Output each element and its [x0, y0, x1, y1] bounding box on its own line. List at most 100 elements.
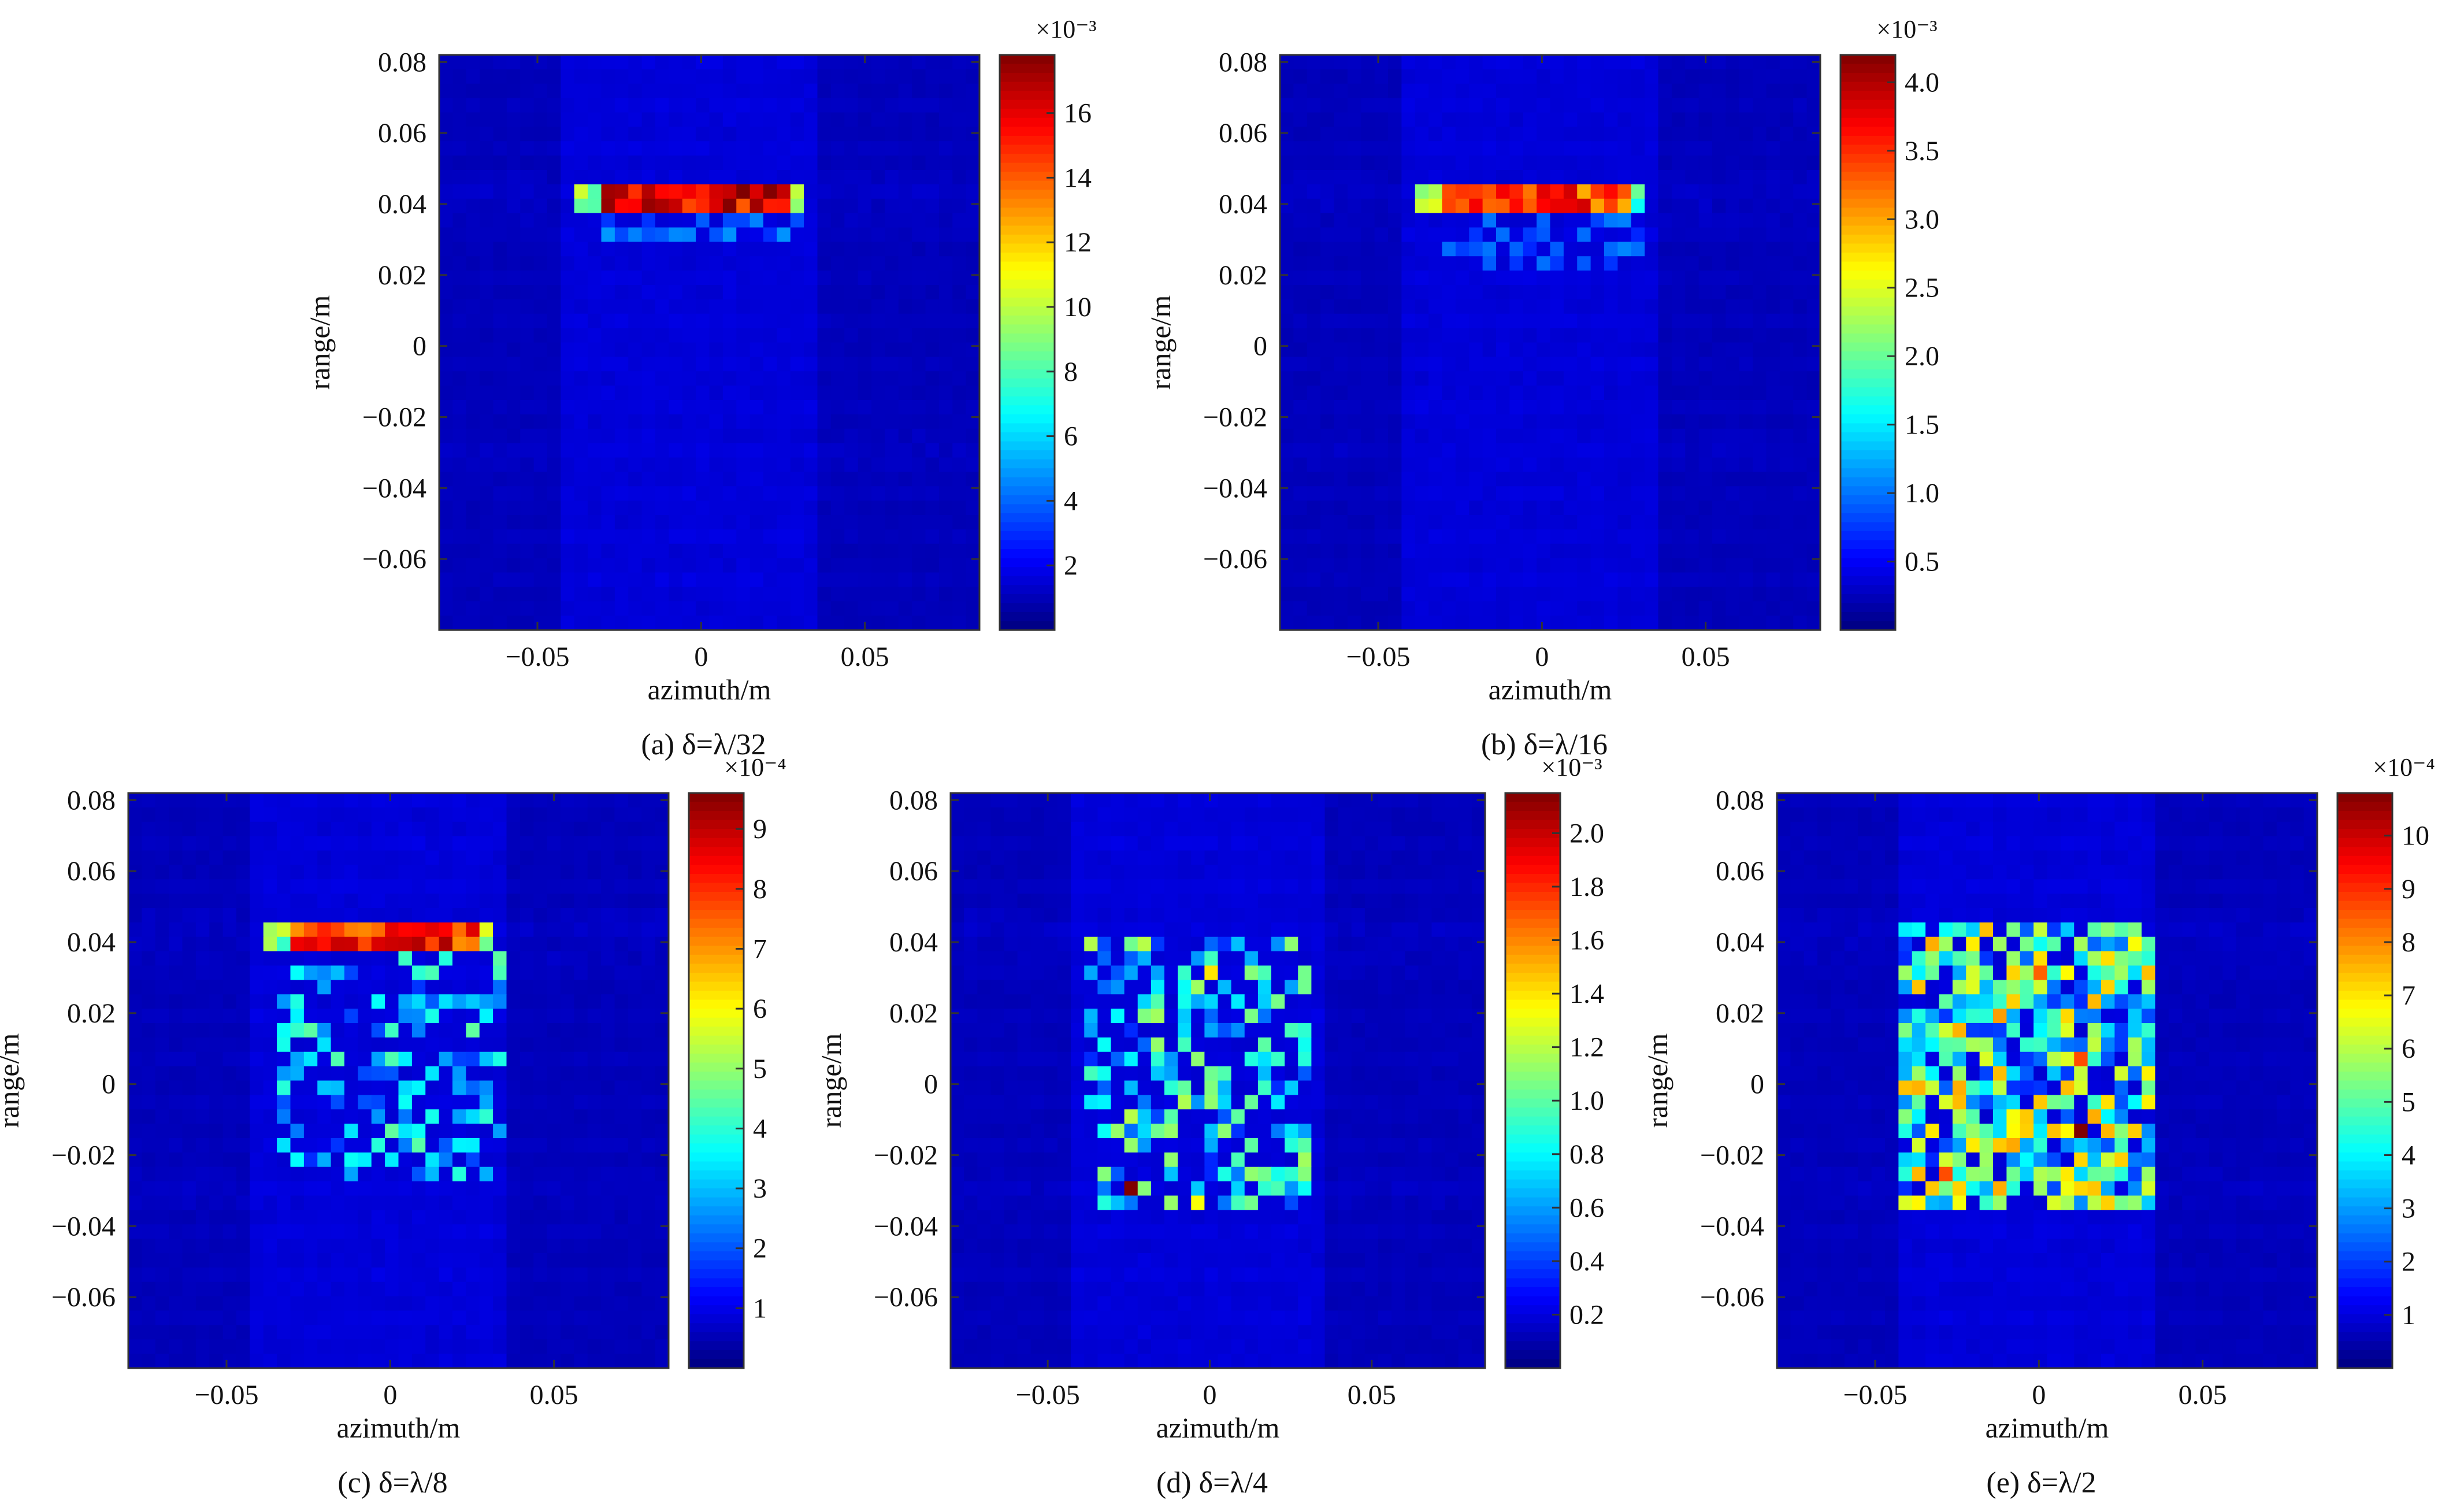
heatmap-cell [1280, 386, 1294, 401]
heatmap-cell [641, 428, 656, 444]
heatmap-cell [1604, 299, 1618, 314]
heatmap-cell [1590, 428, 1605, 444]
heatmap-cell [885, 428, 899, 444]
heatmap-cell [533, 127, 548, 142]
heatmap-cell [1320, 472, 1335, 487]
heatmap-cell [790, 198, 804, 214]
heatmap-cell [1293, 155, 1308, 171]
heatmap-cell [1685, 443, 1699, 458]
heatmap-cell [885, 472, 899, 487]
heatmap-cell [1698, 112, 1713, 127]
heatmap-cell [533, 807, 548, 822]
heatmap-cell [655, 980, 669, 995]
heatmap-cell [1563, 457, 1578, 472]
heatmap-cell [912, 428, 926, 444]
heatmap-cell [1428, 558, 1443, 573]
heatmap-cell [547, 543, 561, 559]
heatmap-cell [493, 1051, 507, 1067]
heatmap-cell [858, 558, 872, 573]
heatmap-cell [547, 807, 561, 822]
heatmap-cell [1563, 170, 1578, 185]
heatmap-cell [1725, 342, 1740, 357]
heatmap-cell [533, 1181, 548, 1196]
heatmap-cell [777, 443, 791, 458]
colorbar-segment [1840, 279, 1895, 290]
heatmap-cell [1577, 342, 1591, 357]
heatmap-cell [669, 127, 683, 142]
heatmap-cell [533, 1339, 548, 1354]
heatmap-cell [655, 821, 669, 837]
heatmap-cell [1347, 55, 1361, 70]
heatmap-cell [574, 342, 588, 357]
heatmap-cell [385, 836, 399, 851]
heatmap-cell [398, 1037, 413, 1053]
heatmap-cell [696, 472, 710, 487]
heatmap-cell [250, 951, 264, 966]
heatmap-cell [533, 371, 548, 386]
heatmap-cell [938, 141, 953, 156]
heatmap-cell [303, 922, 318, 938]
heatmap-cell [1374, 285, 1389, 300]
heatmap-cell [1604, 472, 1618, 487]
heatmap-cell [1806, 515, 1821, 530]
heatmap-cell [804, 112, 818, 127]
heatmap-cell [1712, 299, 1726, 314]
heatmap-cell [628, 1138, 642, 1153]
heatmap-cell [411, 1066, 426, 1081]
heatmap-cell [1537, 457, 1551, 472]
heatmap-cell [561, 141, 575, 156]
heatmap-cell [763, 572, 777, 587]
heatmap-cell [1307, 558, 1321, 573]
heatmap-cell [506, 170, 521, 185]
heatmap-cell [1293, 198, 1308, 214]
heatmap-cell [709, 414, 723, 429]
heatmap-cell [290, 1253, 305, 1268]
heatmap-cell [601, 83, 615, 99]
heatmap-cell [722, 127, 737, 142]
heatmap-cell [1388, 141, 1402, 156]
heatmap-cell [209, 908, 224, 923]
heatmap-cell [1415, 141, 1429, 156]
heatmap-cell [804, 299, 818, 314]
heatmap-cell [277, 807, 291, 822]
heatmap-cell [1537, 400, 1551, 415]
heatmap-cell [938, 371, 953, 386]
heatmap-cell [425, 1009, 440, 1024]
heatmap-cell [519, 1239, 534, 1254]
heatmap-cell [561, 83, 575, 99]
heatmap-cell [452, 936, 466, 952]
heatmap-cell [466, 1066, 480, 1081]
heatmap-cell [614, 1166, 629, 1182]
heatmap-cell [519, 1095, 534, 1110]
heatmap-cell [574, 271, 588, 286]
heatmap-cell [561, 1224, 574, 1239]
heatmap-cell [290, 965, 305, 980]
heatmap-cell [520, 443, 535, 458]
colorbar-segment [1000, 127, 1055, 136]
heatmap-cell [128, 1095, 142, 1110]
heatmap-cell [290, 1066, 305, 1081]
y-tick-label: −0.06 [362, 544, 426, 575]
heatmap-cell [898, 141, 912, 156]
heatmap-cell [561, 865, 574, 880]
heatmap-cell [1671, 213, 1686, 228]
heatmap-cell [830, 328, 845, 343]
heatmap-cell [466, 1009, 480, 1024]
heatmap-cell [601, 1037, 615, 1053]
heatmap-cell [574, 98, 588, 113]
colorbar-segment [1840, 342, 1895, 352]
heatmap-cell [641, 1152, 656, 1168]
heatmap-cell [1293, 328, 1308, 343]
heatmap-cell [1779, 155, 1794, 171]
heatmap-cell [641, 1310, 656, 1325]
heatmap-cell [709, 572, 723, 587]
heatmap-cell [912, 558, 926, 573]
heatmap-cell [398, 908, 413, 923]
heatmap-cell [371, 1152, 385, 1168]
heatmap-cell [1442, 213, 1456, 228]
heatmap-cell [1739, 141, 1753, 156]
heatmap-cell [1442, 515, 1456, 530]
heatmap-cell [561, 951, 574, 966]
heatmap-cell [317, 1138, 332, 1153]
heatmap-cell [169, 1023, 183, 1038]
